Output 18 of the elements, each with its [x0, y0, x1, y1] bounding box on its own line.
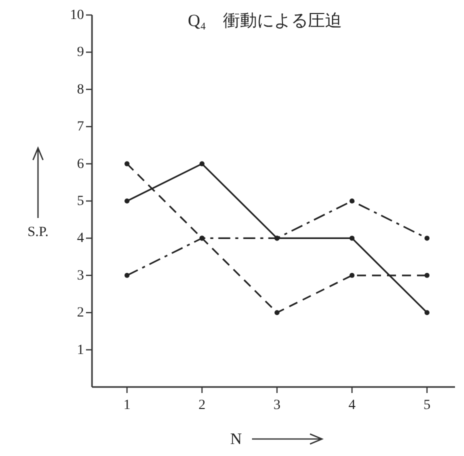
x-tick-label: 2: [198, 398, 206, 413]
y-tick-label: 10: [70, 8, 84, 22]
y-tick-label: 6: [77, 156, 84, 172]
x-tick-label: 4: [348, 398, 356, 413]
y-tick-label: 9: [77, 44, 84, 60]
y-tick-label: 1: [77, 342, 84, 358]
y-axis-title: S.P.: [27, 225, 49, 240]
x-tick-label: 5: [424, 398, 430, 413]
y-tick-label: 5: [77, 194, 84, 208]
x-tick-label: 3: [274, 398, 280, 413]
y-tick-label: 8: [77, 82, 84, 97]
y-tick-label: 2: [77, 305, 84, 320]
x-axis-title: N: [230, 431, 242, 448]
y-tick-label: 7: [77, 119, 84, 134]
chart-title: Q₄ 衝動による圧迫: [188, 11, 342, 30]
y-tick-label: 3: [77, 268, 84, 283]
x-tick-label: 1: [124, 398, 130, 413]
y-tick-label: 4: [77, 230, 84, 246]
